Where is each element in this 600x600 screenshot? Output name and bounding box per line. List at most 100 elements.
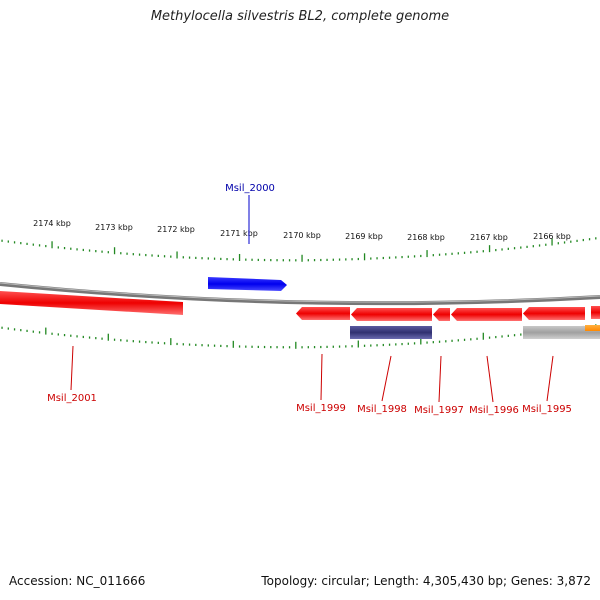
major-tick bbox=[482, 332, 484, 340]
gene-label[interactable]: Msil_1999 bbox=[296, 403, 346, 414]
gene-msil-1998[interactable] bbox=[351, 308, 432, 321]
minor-tick bbox=[226, 345, 228, 348]
minor-tick bbox=[7, 327, 9, 330]
minor-tick bbox=[282, 259, 284, 262]
minor-tick bbox=[413, 255, 416, 258]
minor-tick bbox=[32, 243, 34, 246]
gene-label[interactable]: Msil_1995 bbox=[522, 404, 572, 415]
minor-tick bbox=[545, 243, 547, 246]
minor-tick bbox=[245, 345, 247, 348]
major-tick bbox=[113, 247, 116, 255]
ruler-label: 2172 kbp bbox=[157, 225, 195, 234]
minor-tick bbox=[313, 259, 316, 262]
minor-tick bbox=[538, 244, 541, 247]
gene-label[interactable]: Msil_1998 bbox=[357, 404, 407, 415]
minor-tick bbox=[532, 245, 534, 248]
minor-tick bbox=[195, 256, 197, 260]
minor-tick bbox=[126, 339, 128, 342]
ruler-labels: 2174 kbp 2173 kbp 2172 kbp 2171 kbp 2170… bbox=[33, 219, 571, 242]
gene-msil-2001[interactable] bbox=[0, 291, 183, 315]
gene-msil-1997[interactable] bbox=[433, 308, 450, 321]
minor-tick bbox=[132, 253, 134, 256]
gene-msil-2000[interactable] bbox=[208, 277, 287, 291]
minor-tick bbox=[276, 259, 278, 262]
upper-tick-ruler bbox=[1, 237, 597, 262]
minor-tick bbox=[501, 335, 503, 338]
minor-tick bbox=[170, 255, 172, 258]
major-tick bbox=[420, 337, 422, 345]
minor-tick bbox=[307, 259, 309, 262]
rna-feature[interactable] bbox=[350, 326, 432, 339]
minor-tick bbox=[226, 258, 228, 261]
minor-tick bbox=[476, 337, 478, 340]
minor-tick bbox=[113, 338, 116, 341]
minor-tick bbox=[432, 341, 434, 344]
minor-tick bbox=[145, 340, 147, 344]
minor-tick bbox=[63, 334, 66, 337]
minor-tick bbox=[382, 343, 384, 347]
minor-tick bbox=[82, 248, 84, 252]
minor-tick bbox=[263, 345, 266, 349]
gene-label[interactable]: Msil_2000 bbox=[225, 183, 275, 194]
minor-tick bbox=[263, 258, 266, 262]
ruler-label: 2170 kbp bbox=[283, 231, 321, 240]
minor-tick bbox=[245, 258, 247, 261]
minor-tick bbox=[188, 343, 191, 346]
minor-tick bbox=[163, 342, 166, 345]
major-tick bbox=[176, 251, 178, 259]
ruler-label: 2169 kbp bbox=[345, 232, 383, 241]
minor-tick bbox=[338, 258, 341, 261]
other-feature[interactable] bbox=[585, 325, 600, 331]
minor-tick bbox=[95, 337, 97, 340]
minor-tick bbox=[163, 255, 166, 258]
minor-tick bbox=[445, 340, 447, 343]
minor-tick bbox=[57, 333, 59, 336]
minor-tick bbox=[570, 240, 572, 243]
minor-tick bbox=[351, 345, 353, 348]
minor-tick bbox=[257, 345, 259, 349]
minor-tick bbox=[438, 253, 441, 256]
minor-tick bbox=[363, 344, 366, 347]
minor-tick bbox=[388, 256, 391, 259]
minor-tick bbox=[401, 342, 403, 346]
gene-label[interactable]: Msil_1997 bbox=[414, 405, 464, 416]
minor-tick bbox=[188, 256, 191, 259]
pseudo-feature[interactable] bbox=[523, 326, 600, 339]
gene-label[interactable]: Msil_2001 bbox=[47, 393, 97, 404]
minor-tick bbox=[82, 335, 84, 339]
minor-tick bbox=[370, 344, 372, 347]
minor-tick bbox=[401, 255, 403, 259]
minor-tick bbox=[157, 341, 159, 344]
minor-tick bbox=[157, 254, 159, 257]
minor-tick bbox=[451, 252, 453, 255]
ruler-label: 2174 kbp bbox=[33, 219, 71, 228]
minor-tick bbox=[413, 342, 416, 345]
minor-tick bbox=[151, 341, 153, 344]
minor-tick bbox=[495, 335, 497, 339]
minor-tick bbox=[426, 341, 428, 344]
minor-tick bbox=[182, 256, 184, 259]
minor-tick bbox=[370, 257, 372, 260]
minor-tick bbox=[232, 258, 234, 261]
ruler-label: 2166 kbp bbox=[533, 232, 571, 241]
genome-backbone bbox=[0, 282, 600, 306]
minor-tick bbox=[38, 331, 41, 334]
minor-tick bbox=[338, 345, 341, 348]
minor-tick bbox=[563, 241, 566, 244]
gene-label[interactable]: Msil_1996 bbox=[469, 405, 519, 416]
minor-tick bbox=[101, 250, 103, 253]
gene-msil-1996[interactable] bbox=[451, 308, 522, 321]
major-tick bbox=[170, 338, 172, 346]
minor-tick bbox=[88, 249, 91, 252]
gene-msil-1995[interactable] bbox=[523, 306, 600, 320]
minor-tick bbox=[345, 258, 347, 261]
major-tick bbox=[301, 254, 303, 262]
genome-title: Methylocella silvestris BL2, complete ge… bbox=[150, 9, 450, 24]
minor-tick bbox=[470, 338, 472, 341]
minor-tick bbox=[201, 344, 203, 347]
minor-tick bbox=[432, 254, 434, 257]
minor-tick bbox=[88, 336, 91, 339]
gene-msil-1999[interactable] bbox=[296, 307, 350, 320]
minor-tick bbox=[588, 238, 591, 241]
